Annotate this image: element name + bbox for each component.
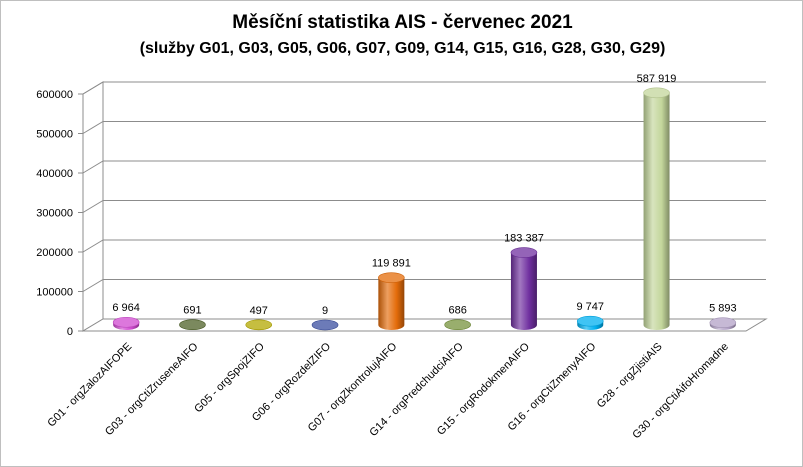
data-labels: 6 964 691 497 9 119 891 686 183 387 9 747 587 91…: [112, 73, 736, 317]
gridline: [82, 160, 766, 174]
bar: [576, 315, 604, 330]
chart-title: Měsíční statistika AIS - červenec 2021: [232, 12, 573, 33]
bar-top: [444, 319, 471, 331]
bar-top: [112, 316, 140, 328]
bar-body: [643, 92, 670, 330]
data-label: 686: [448, 305, 466, 317]
gridlines: [78, 81, 766, 332]
bar-top: [643, 87, 670, 99]
data-label: 6 964: [112, 302, 140, 314]
category-label: G28 - orgZjistiAIS: [595, 341, 665, 411]
bar-top: [245, 319, 273, 331]
data-label: 497: [250, 305, 268, 317]
y-tick-label: 300000: [36, 208, 73, 220]
bar: [179, 319, 206, 331]
gridline: [82, 121, 766, 134]
bar: [311, 319, 339, 331]
gridline: [82, 200, 766, 213]
y-tick-label: 200000: [36, 247, 73, 259]
bar-body: [378, 277, 405, 330]
data-label: 691: [183, 305, 201, 317]
gridline: [82, 239, 766, 253]
data-label: 5 893: [709, 303, 737, 315]
bar-top: [576, 315, 604, 327]
bar-top: [179, 319, 206, 331]
data-label: 9 747: [576, 301, 604, 313]
data-label: 9: [322, 305, 328, 317]
bar: [112, 316, 140, 330]
gridline: [82, 81, 766, 95]
bar-top: [378, 272, 405, 283]
y-tick-label: 400000: [36, 168, 73, 180]
bar: [643, 87, 670, 330]
bar-top: [311, 319, 339, 331]
bar: [510, 247, 538, 330]
bar-body: [510, 252, 537, 330]
bar: [709, 317, 737, 330]
gridline: [82, 279, 766, 292]
y-tick-label: 0: [67, 326, 73, 338]
data-label: 183 387: [504, 233, 544, 245]
y-tick-label: 100000: [36, 287, 73, 299]
data-label: 587 919: [637, 73, 677, 85]
y-tick-label: 500000: [36, 129, 73, 141]
bar: [245, 319, 273, 331]
bar: [444, 319, 471, 331]
chart-subtitle: (služby G01, G03, G05, G06, G07, G09, G1…: [139, 40, 666, 57]
bar: [378, 272, 405, 330]
bar-top: [510, 247, 538, 258]
y-tick-label: 600000: [36, 89, 73, 101]
bar-top: [709, 317, 737, 328]
category-label: G05 - orgSpojZIFO: [192, 340, 267, 415]
y-axis-ticks: 0 100000 200000 300000 400000 500000 600000: [36, 89, 73, 338]
data-label: 119 891: [372, 258, 411, 270]
bars: [112, 87, 737, 331]
